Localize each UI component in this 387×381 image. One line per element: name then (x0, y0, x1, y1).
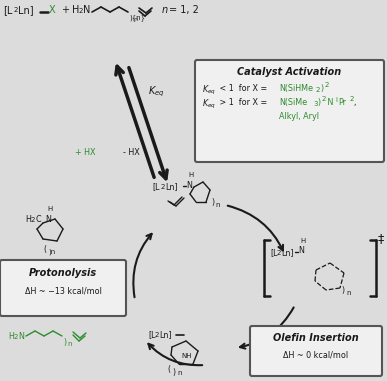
Text: ‡: ‡ (378, 232, 384, 245)
Text: $\it{K}_{eq}$: $\it{K}_{eq}$ (202, 84, 216, 97)
Text: H: H (300, 238, 305, 244)
Text: i: i (335, 96, 337, 102)
Text: N: N (186, 181, 192, 190)
Text: ): ) (341, 286, 344, 295)
Text: +: + (61, 5, 69, 15)
Text: N: N (325, 98, 333, 107)
Text: 2: 2 (155, 332, 159, 338)
Text: + HX: + HX (75, 148, 96, 157)
Text: ΔH ~ −13 kcal/mol: ΔH ~ −13 kcal/mol (24, 286, 101, 295)
Text: 2: 2 (322, 96, 326, 102)
Text: Pr: Pr (338, 98, 346, 107)
Text: 3: 3 (313, 101, 317, 107)
Text: [L: [L (3, 5, 12, 15)
Text: Ln]: Ln] (159, 330, 171, 339)
Text: NH: NH (181, 353, 192, 359)
Text: (: ( (43, 245, 46, 254)
FancyBboxPatch shape (195, 60, 384, 162)
Text: 2: 2 (316, 86, 320, 93)
Text: H: H (188, 172, 193, 178)
Text: - HX: - HX (123, 148, 140, 157)
Text: H: H (8, 332, 14, 341)
Text: ΔH ~ 0 kcal/mol: ΔH ~ 0 kcal/mol (283, 351, 349, 360)
Text: 2: 2 (277, 250, 281, 256)
Text: ): ) (63, 338, 66, 347)
Text: Alkyl, Aryl: Alkyl, Aryl (279, 112, 319, 121)
Text: ,: , (353, 98, 355, 107)
Text: Ln]: Ln] (18, 5, 34, 15)
Text: (: ( (167, 365, 170, 374)
Text: 2: 2 (79, 8, 83, 13)
Text: C: C (35, 215, 41, 224)
Text: [L: [L (152, 182, 159, 191)
Text: n: n (215, 202, 219, 208)
FancyBboxPatch shape (250, 326, 382, 376)
Text: [L: [L (270, 248, 277, 257)
Text: [L: [L (148, 330, 156, 339)
Text: 2: 2 (161, 184, 165, 190)
Text: n: n (67, 341, 72, 347)
Text: $\it{K}_{eq}$: $\it{K}_{eq}$ (148, 85, 164, 99)
Text: Olefin Insertion: Olefin Insertion (273, 333, 359, 343)
Text: H: H (25, 215, 31, 224)
Text: ){n}: ){n} (129, 14, 145, 21)
Text: n: n (133, 17, 137, 22)
Text: = 1, 2: = 1, 2 (169, 5, 199, 15)
Text: 2: 2 (14, 334, 18, 340)
Text: $\it{K}_{eq}$: $\it{K}_{eq}$ (202, 98, 216, 111)
Text: X: X (49, 5, 56, 15)
Text: H: H (72, 5, 79, 15)
Text: n: n (346, 290, 351, 296)
FancyBboxPatch shape (0, 260, 126, 316)
Text: ): ) (317, 98, 320, 107)
Text: N: N (18, 332, 24, 341)
Text: H: H (47, 206, 52, 212)
Text: 2: 2 (14, 7, 18, 13)
Text: N: N (83, 5, 91, 15)
Text: 2: 2 (31, 217, 35, 223)
Text: 2: 2 (325, 82, 329, 88)
Text: Protonolysis: Protonolysis (29, 268, 97, 278)
Text: Ln]: Ln] (165, 182, 178, 191)
Text: )n: )n (48, 248, 55, 255)
Text: < 1  for X =: < 1 for X = (217, 84, 270, 93)
Text: Catalyst Activation: Catalyst Activation (237, 67, 341, 77)
Text: ): ) (320, 84, 323, 93)
Text: n: n (162, 5, 168, 15)
Text: N: N (45, 215, 51, 224)
Text: Ln]: Ln] (281, 248, 294, 257)
Text: n: n (177, 370, 182, 376)
Text: ): ) (211, 198, 214, 207)
Text: N(SiMe: N(SiMe (279, 98, 307, 107)
Text: N(SiHMe: N(SiHMe (279, 84, 313, 93)
Text: > 1  for X =: > 1 for X = (217, 98, 270, 107)
Text: N: N (298, 246, 304, 255)
Text: ): ) (172, 368, 175, 377)
Text: 2: 2 (350, 96, 354, 102)
